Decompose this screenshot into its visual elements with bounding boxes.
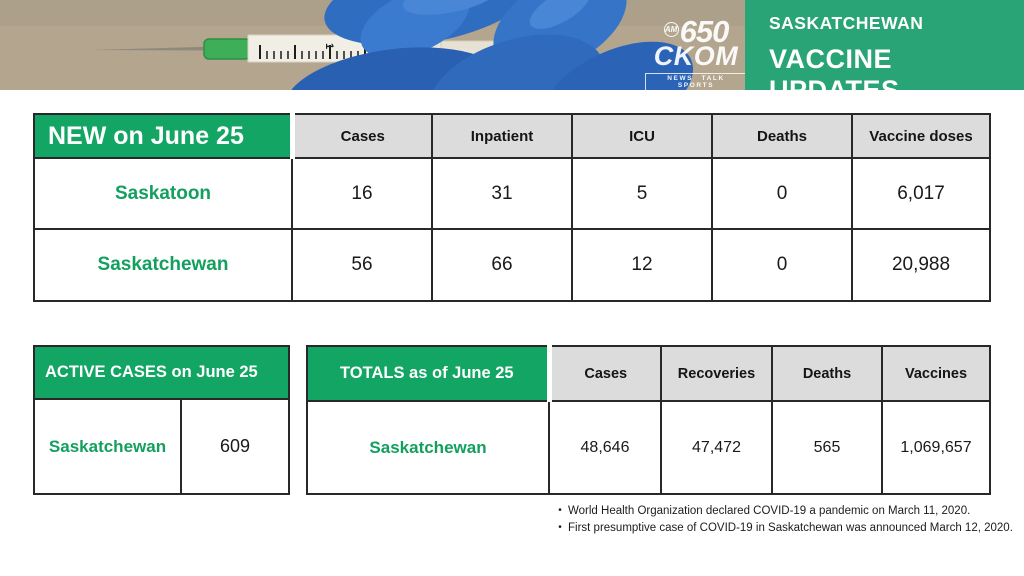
totals-header-recoveries: Recoveries [660, 345, 773, 402]
footnote-text: First presumptive case of COVID-19 in Sa… [568, 521, 1013, 534]
saskatoon-vaccine-doses: 6,017 [851, 157, 991, 230]
totals-header-vaccines: Vaccines [881, 345, 991, 402]
needle-hub-icon [203, 38, 251, 60]
totals-header-cases: Cases [548, 345, 662, 402]
logo-tagline: NEWS TALK SPORTS [645, 73, 747, 92]
syringe-scale-number: 1 [323, 43, 335, 49]
active-table-title: ACTIVE CASES on June 25 [33, 345, 290, 400]
saskatchewan-cases: 56 [291, 228, 433, 302]
syringe-photo-illustration: 1 2 [0, 0, 745, 90]
new-cases-table: NEW on June 25 Cases Inpatient ICU Death… [33, 113, 991, 302]
column-header-cases: Cases [291, 113, 433, 159]
totals-table: TOTALS as of June 25 Cases Recoveries De… [306, 345, 991, 495]
table-row: Saskatchewan 609 [33, 398, 290, 495]
totals-header-deaths: Deaths [771, 345, 883, 402]
logo-frequency: 650 [679, 14, 730, 49]
totals-table-title: TOTALS as of June 25 [306, 345, 552, 402]
logo-call-sign: CKOM [653, 41, 739, 71]
saskatchewan-inpatient: 66 [431, 228, 573, 302]
table-row: Saskatoon 16 31 5 0 6,017 [33, 157, 991, 230]
header-banner: 1 2 AM 650 CKOM NEWS TALK SPORTS SASKATC… [0, 0, 1024, 105]
row-label-saskatchewan: Saskatchewan [33, 228, 293, 302]
column-header-inpatient: Inpatient [431, 113, 573, 159]
table-row: Saskatchewan 56 66 12 0 20,988 [33, 228, 991, 302]
ckom-650-logo: AM 650 CKOM NEWS TALK SPORTS [645, 14, 747, 92]
saskatoon-deaths: 0 [711, 157, 853, 230]
footnotes: • World Health Organization declared COV… [552, 503, 1014, 536]
saskatoon-inpatient: 31 [431, 157, 573, 230]
saskatchewan-deaths: 0 [711, 228, 853, 302]
saskatchewan-vaccine-doses: 20,988 [851, 228, 991, 302]
totals-cases: 48,646 [548, 400, 662, 495]
active-row-label: Saskatchewan [33, 398, 182, 495]
banner-title-block: SASKATCHEWAN VACCINE UPDATES [745, 0, 1024, 105]
column-header-vaccine-doses: Vaccine doses [851, 113, 991, 159]
column-header-icu: ICU [571, 113, 713, 159]
active-cases-table: ACTIVE CASES on June 25 Saskatchewan 609 [33, 345, 290, 495]
totals-recoveries: 47,472 [660, 400, 773, 495]
footnote-item: • World Health Organization declared COV… [552, 503, 1014, 520]
totals-row-label: Saskatchewan [306, 400, 550, 495]
blue-glove-icon [284, 0, 694, 90]
saskatoon-icu: 5 [571, 157, 713, 230]
banner-title: VACCINE UPDATES [769, 44, 900, 105]
table-row: Saskatchewan 48,646 47,472 565 1,069,657 [306, 400, 991, 495]
bullet-icon: • [558, 521, 562, 533]
totals-vaccines: 1,069,657 [881, 400, 991, 495]
needle-icon [92, 46, 218, 51]
new-table-title: NEW on June 25 [33, 113, 295, 159]
active-cases-value: 609 [180, 398, 290, 495]
totals-deaths: 565 [771, 400, 883, 495]
banner-region: SASKATCHEWAN [769, 13, 924, 33]
footnote-item: • First presumptive case of COVID-19 in … [552, 520, 1014, 537]
saskatchewan-icu: 12 [571, 228, 713, 302]
saskatoon-cases: 16 [291, 157, 433, 230]
row-label-saskatoon: Saskatoon [33, 157, 293, 230]
column-header-deaths: Deaths [711, 113, 853, 159]
bullet-icon: • [558, 505, 562, 516]
footnote-text: World Health Organization declared COVID… [568, 505, 971, 517]
am-badge: AM [663, 22, 679, 37]
